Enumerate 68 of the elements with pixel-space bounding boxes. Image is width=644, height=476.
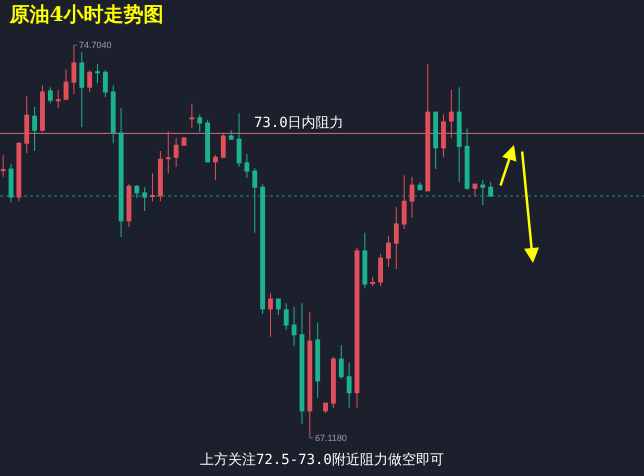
candlestick bbox=[48, 86, 53, 104]
candlestick bbox=[32, 106, 38, 152]
candlestick bbox=[410, 176, 414, 218]
candlestick bbox=[480, 179, 486, 206]
candlestick bbox=[417, 182, 422, 190]
candlestick bbox=[228, 130, 234, 141]
candlestick bbox=[346, 362, 352, 408]
candlestick bbox=[197, 114, 202, 132]
candlestick bbox=[394, 206, 399, 270]
ref-line-label: 73.0日内阻力 bbox=[254, 115, 344, 131]
chart-title: 原油4小时走势图 bbox=[8, 2, 164, 26]
candlestick bbox=[150, 172, 155, 202]
text: 上方关注72.5-73.0附近阻力做空即可 bbox=[200, 452, 444, 468]
candlestick bbox=[433, 112, 438, 170]
candlestick bbox=[244, 154, 250, 178]
candlestick bbox=[205, 119, 210, 162]
candlestick bbox=[456, 86, 462, 183]
candlestick bbox=[79, 52, 84, 128]
candlestick bbox=[323, 402, 328, 414]
candlestick bbox=[213, 154, 218, 180]
candlestick bbox=[56, 89, 61, 109]
candlestick bbox=[276, 298, 281, 316]
candlestick bbox=[378, 254, 384, 287]
candlestick bbox=[102, 70, 108, 98]
candlestick bbox=[24, 96, 30, 154]
candlestick bbox=[182, 136, 186, 146]
candlestick bbox=[425, 64, 430, 192]
candlestick bbox=[71, 44, 76, 95]
candlestick bbox=[260, 184, 266, 315]
annotation: 67.1180 bbox=[315, 433, 347, 443]
candlestick bbox=[330, 356, 336, 408]
candlestick bbox=[354, 247, 360, 408]
candlestick bbox=[8, 163, 14, 203]
candlestick bbox=[448, 89, 454, 139]
candlestick bbox=[134, 184, 140, 199]
annotation: 74.7040 bbox=[79, 40, 112, 50]
candlestick bbox=[126, 184, 132, 228]
candlestick bbox=[268, 292, 273, 338]
candlestick bbox=[386, 235, 391, 268]
candlestick bbox=[0, 154, 6, 178]
candlestick bbox=[370, 276, 376, 287]
candlestick bbox=[166, 130, 171, 174]
candlestick bbox=[472, 184, 478, 197]
candlestick bbox=[402, 174, 407, 230]
candlestick bbox=[142, 186, 148, 212]
candlestick bbox=[189, 103, 194, 129]
candlestick bbox=[252, 168, 258, 234]
candlestick bbox=[95, 64, 100, 84]
candlestick bbox=[315, 322, 320, 398]
candlestick bbox=[16, 142, 22, 202]
candlestick bbox=[236, 112, 242, 168]
candlestick bbox=[87, 70, 92, 92]
candlestick bbox=[488, 182, 494, 198]
candlestick bbox=[110, 84, 116, 144]
candlestick bbox=[40, 84, 45, 132]
candlestick bbox=[300, 302, 304, 424]
candlestick bbox=[118, 108, 124, 238]
candlestick bbox=[464, 128, 470, 190]
candlestick bbox=[174, 138, 179, 168]
candlestick bbox=[292, 306, 297, 347]
candlestick bbox=[158, 150, 163, 202]
candlestick bbox=[284, 302, 289, 331]
candlestick bbox=[362, 232, 368, 289]
candlestick bbox=[64, 68, 68, 101]
candlestick bbox=[441, 114, 446, 158]
candlestick bbox=[307, 312, 312, 438]
candlestick bbox=[338, 344, 344, 380]
candlestick bbox=[220, 132, 226, 159]
